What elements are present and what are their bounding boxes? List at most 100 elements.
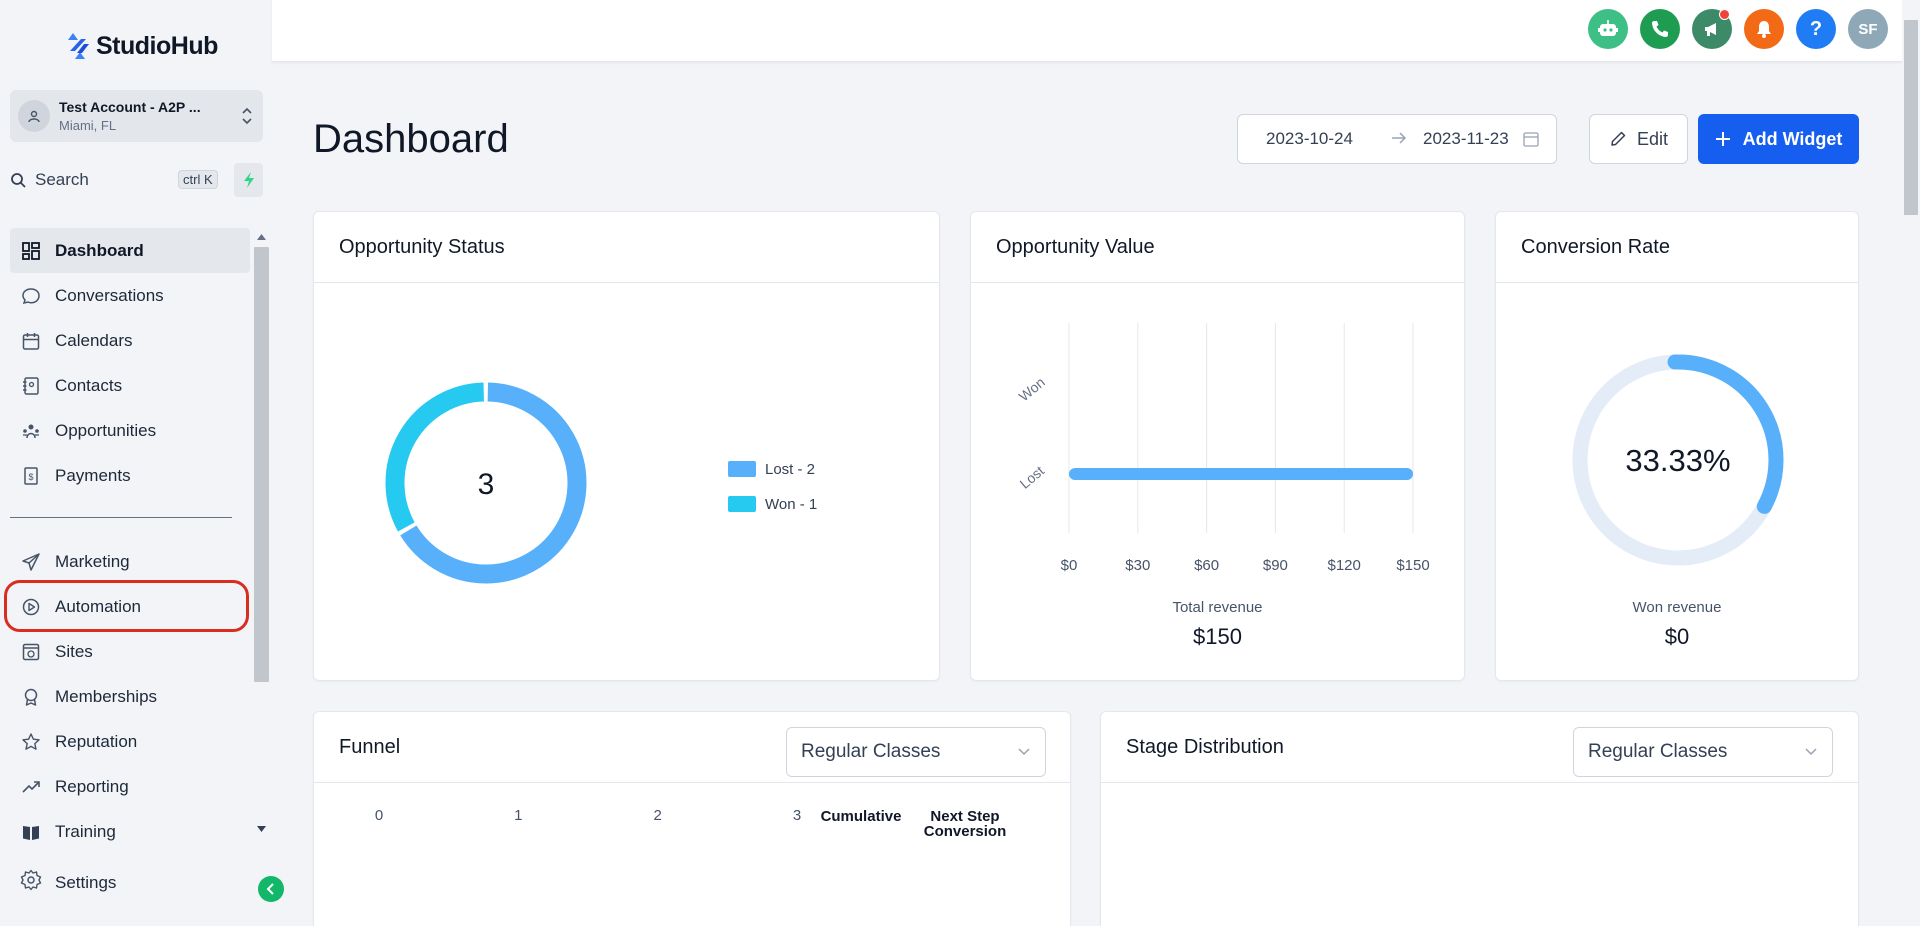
user-initials: SF <box>1858 20 1878 38</box>
nav-item-reporting[interactable]: Reporting <box>10 764 250 809</box>
nav-item-calendars[interactable]: Calendars <box>10 318 250 363</box>
help-button[interactable]: ? <box>1796 9 1836 49</box>
account-avatar <box>18 100 50 132</box>
nav-item-dashboard[interactable]: Dashboard <box>10 228 250 273</box>
contacts-icon <box>20 375 42 397</box>
lightning-icon <box>243 172 254 188</box>
nav-item-conversations[interactable]: Conversations <box>10 273 250 318</box>
x-tick-label: $60 <box>1194 557 1219 574</box>
nav-item-memberships[interactable]: Memberships <box>10 674 250 719</box>
nav-scroll-thumb[interactable] <box>254 247 269 682</box>
page-title: Dashboard <box>313 117 509 161</box>
user-avatar[interactable]: SF <box>1848 9 1888 49</box>
sidebar: StudioHub Test Account - A2P ... Miami, … <box>0 0 284 926</box>
x-tick-label: $0 <box>1061 557 1078 574</box>
nav-item-payments[interactable]: $ Payments <box>10 453 250 498</box>
nav-item-training[interactable]: Training <box>10 809 250 854</box>
quick-action-button[interactable] <box>234 163 263 197</box>
phone-button[interactable] <box>1640 9 1680 49</box>
trend-icon <box>20 776 42 798</box>
legend-swatch <box>728 461 756 477</box>
search-shortcut: ctrl K <box>178 170 218 189</box>
card-title: Opportunity Value <box>996 235 1155 258</box>
conversion-rate-card: Conversion Rate 33.33% Won revenue $0 <box>1495 211 1859 681</box>
collapse-sidebar-button[interactable] <box>258 876 284 902</box>
scroll-down-icon[interactable] <box>257 826 266 832</box>
star-icon <box>20 731 42 753</box>
total-revenue-label: Total revenue <box>1172 599 1263 616</box>
nav-item-sites[interactable]: Sites <box>10 629 250 674</box>
scroll-up-icon[interactable] <box>257 234 266 240</box>
nav-item-reputation[interactable]: Reputation <box>10 719 250 764</box>
notification-dot <box>1719 9 1730 20</box>
book-icon <box>20 821 42 843</box>
send-icon <box>20 551 42 573</box>
bot-icon <box>1598 20 1618 36</box>
plus-icon <box>1715 132 1730 146</box>
account-location: Miami, FL <box>59 118 117 133</box>
notifications-button[interactable] <box>1744 9 1784 49</box>
x-tick-label: $30 <box>1125 557 1150 574</box>
bot-button[interactable] <box>1588 9 1628 49</box>
sites-icon <box>20 641 42 663</box>
x-tick-label: $90 <box>1263 557 1288 574</box>
nav-item-opportunities[interactable]: Opportunities <box>10 408 250 453</box>
legend-swatch <box>728 496 756 512</box>
page-scrollbar[interactable] <box>1902 0 1920 926</box>
funnel-pipeline-select[interactable]: Regular Classes <box>786 727 1046 777</box>
x-tick-label: 0 <box>375 807 383 824</box>
select-value: Regular Classes <box>1588 741 1728 762</box>
nav-label: Contacts <box>55 375 123 395</box>
chevron-down-icon <box>1805 748 1817 756</box>
opportunities-icon <box>20 420 42 442</box>
nav-label: Reputation <box>55 731 138 751</box>
add-widget-button[interactable]: Add Widget <box>1698 114 1859 164</box>
date-start[interactable]: 2023-10-24 <box>1266 129 1353 148</box>
funnel-col-conversion: Next Step <box>930 808 999 825</box>
stage-distribution-card: Stage Distribution Regular Classes <box>1100 711 1859 926</box>
payments-icon: $ <box>20 465 42 487</box>
logo-icon <box>68 33 89 59</box>
nav-item-marketing[interactable]: Marketing <box>10 539 250 584</box>
megaphone-icon <box>1705 23 1716 36</box>
main-nav: Dashboard Conversations Calendars Contac… <box>10 228 250 498</box>
y-category-label: Lost <box>1017 462 1048 491</box>
account-switcher[interactable]: Test Account - A2P ... Miami, FL <box>10 90 263 142</box>
search-label: Search <box>35 170 89 189</box>
nav-label: Calendars <box>55 330 133 350</box>
page-scroll-thumb[interactable] <box>1904 20 1918 215</box>
arrow-right-icon <box>1392 132 1407 144</box>
x-tick-label: 2 <box>653 807 661 824</box>
stage-pipeline-select[interactable]: Regular Classes <box>1573 727 1833 777</box>
date-range-picker[interactable]: 2023-10-24 2023-11-23 <box>1237 114 1557 164</box>
gauge-value-arc <box>1667 354 1784 514</box>
nav-item-settings[interactable]: Settings <box>20 869 116 896</box>
account-name: Test Account - A2P ... <box>59 99 201 115</box>
nav-label: Sites <box>55 641 93 661</box>
nav-label: Reporting <box>55 776 129 796</box>
date-end[interactable]: 2023-11-23 <box>1423 129 1509 148</box>
card-title: Stage Distribution <box>1126 735 1284 758</box>
nav-label: Training <box>55 821 116 841</box>
topbar: ? SF <box>272 0 1902 62</box>
calendar-icon <box>1523 132 1539 147</box>
donut-center-label: 3 <box>478 468 495 501</box>
legend-label: Won - 1 <box>765 496 817 513</box>
announcements-button[interactable] <box>1692 9 1732 49</box>
nav-item-automation[interactable]: Automation <box>10 584 250 629</box>
search-box[interactable]: Search ctrl K <box>10 163 263 197</box>
edit-button[interactable]: Edit <box>1589 114 1688 164</box>
x-tick-label: 1 <box>514 807 522 824</box>
opportunity-value-chart: $0 $30 $60 $90 $120 $150 Won Lost <box>1016 323 1430 574</box>
phone-icon <box>1652 21 1668 37</box>
help-icon: ? <box>1809 17 1823 40</box>
funnel-col-cumulative: Cumulative <box>821 808 902 825</box>
brand-name: StudioHub <box>96 31 218 60</box>
funnel-card: Funnel Regular Classes 0 1 2 3 Cumulative Nex… <box>313 711 1071 926</box>
studiohub-logo[interactable]: StudioHub <box>64 28 218 64</box>
nav-item-contacts[interactable]: Contacts <box>10 363 250 408</box>
add-widget-label: Add Widget <box>1742 128 1843 149</box>
x-tick-label: $120 <box>1328 557 1361 574</box>
search-icon <box>11 172 26 188</box>
nav-label: Opportunities <box>55 420 157 440</box>
